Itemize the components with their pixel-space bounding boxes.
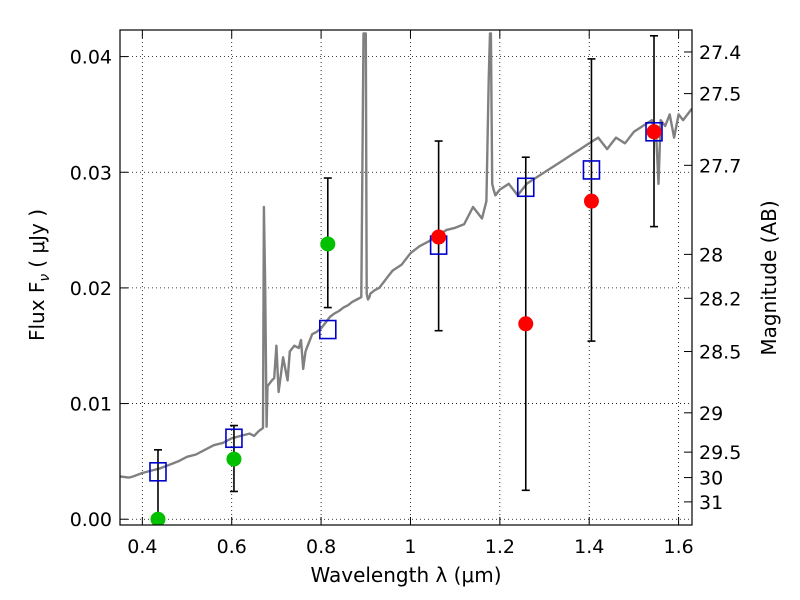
observed-flux-point bbox=[431, 229, 447, 245]
plot-area bbox=[120, 32, 692, 525]
right-tick-label: 28 bbox=[699, 244, 723, 266]
right-tick-label: 29 bbox=[699, 403, 723, 425]
right-tick-label: 28.5 bbox=[699, 342, 741, 364]
observed-flux-point bbox=[646, 124, 662, 140]
observed-flux-point bbox=[518, 316, 534, 332]
x-axis-title: Wavelength λ (μm) bbox=[310, 563, 501, 587]
y-tick-label: 0.00 bbox=[70, 509, 112, 531]
right-tick-label: 27.4 bbox=[699, 42, 741, 64]
grid bbox=[120, 30, 692, 525]
y-tick-label: 0.04 bbox=[70, 47, 112, 69]
y-tick-label: 0.02 bbox=[70, 278, 112, 300]
x-tick-label: 1.4 bbox=[574, 536, 604, 558]
right-tick-label: 28.2 bbox=[699, 288, 741, 310]
x-tick-label: 1.6 bbox=[663, 536, 693, 558]
observed-flux-point bbox=[583, 193, 599, 209]
right-axis-title: Magnitude (AB) bbox=[757, 200, 781, 355]
plot-frame bbox=[119, 29, 693, 526]
observed-flux-point bbox=[226, 451, 242, 467]
model-photometry-square bbox=[645, 121, 663, 142]
observed-flux-point bbox=[150, 511, 166, 525]
model-photometry-square bbox=[582, 160, 601, 180]
axis-ticks: 0.4 0.6 0.8 1 1.2 1.4 1.6 0.00 0.01 0.02 0.03 0.04 2… bbox=[70, 30, 741, 558]
right-tick-label: 29.5 bbox=[699, 442, 741, 464]
model-photometry-square bbox=[318, 319, 337, 340]
y-axis-title-unit: ( μJy ) bbox=[25, 209, 49, 268]
x-tick-label: 0.8 bbox=[306, 536, 336, 558]
y-tick-label: 0.03 bbox=[70, 162, 112, 184]
model-spectrum-line bbox=[120, 32, 692, 479]
y-axis-title: Flux Fν ( μJy ) bbox=[25, 209, 53, 341]
x-tick-label: 0.4 bbox=[127, 536, 157, 558]
model-photometry-square bbox=[516, 177, 535, 198]
right-tick-label: 31 bbox=[699, 492, 723, 514]
right-tick-label: 27.7 bbox=[699, 155, 741, 177]
observed-flux-point bbox=[320, 236, 336, 252]
x-tick-label: 1.2 bbox=[485, 536, 515, 558]
y-axis-title-subscript: ν bbox=[37, 274, 53, 282]
y-axis-title-main: Flux F bbox=[25, 282, 49, 341]
model-photometry-square bbox=[149, 461, 167, 482]
x-tick-label: 0.6 bbox=[217, 536, 247, 558]
x-tick-label: 1 bbox=[404, 536, 416, 558]
model-photometry-square bbox=[225, 428, 243, 449]
right-tick-label: 30 bbox=[699, 468, 723, 490]
y-tick-label: 0.01 bbox=[70, 394, 112, 416]
right-tick-label: 27.5 bbox=[699, 84, 741, 106]
